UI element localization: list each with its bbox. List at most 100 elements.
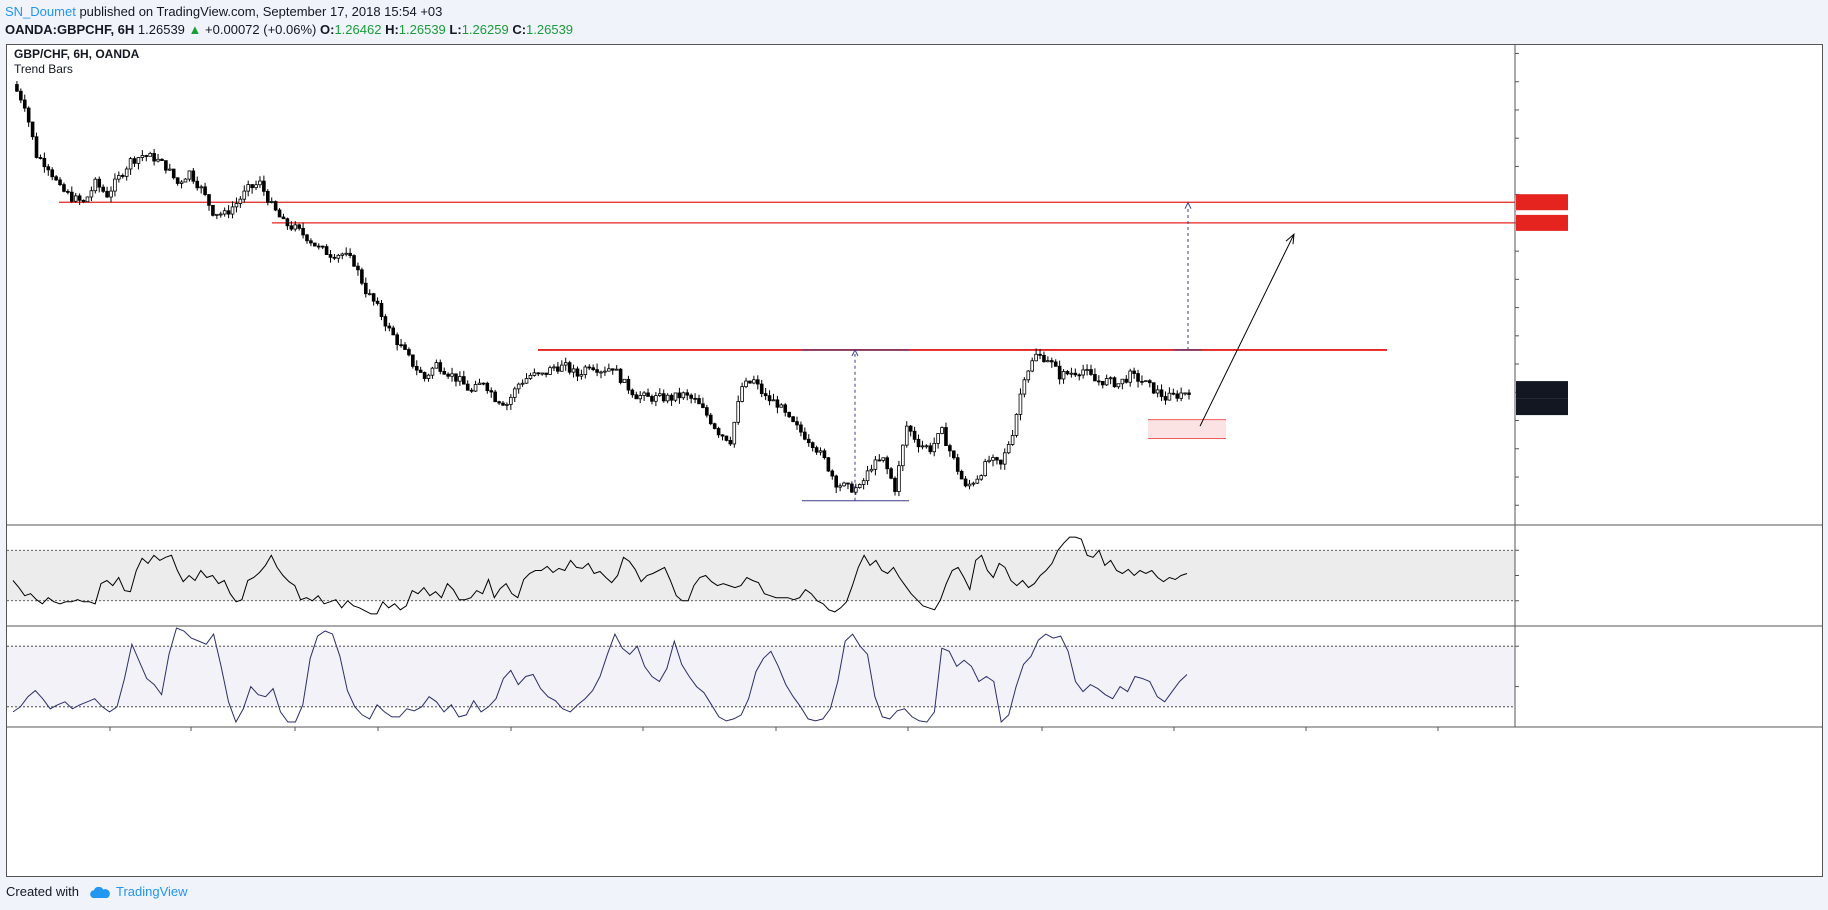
candle-up [128, 158, 133, 170]
price-label-box [1516, 398, 1568, 416]
candle-up [1167, 392, 1172, 401]
candle-up [665, 394, 670, 402]
candle-up [1120, 378, 1125, 385]
candle-down [630, 389, 635, 396]
candle-up [638, 395, 642, 400]
candle-down [810, 442, 815, 449]
candle-down [697, 398, 701, 405]
price-label-box [1516, 381, 1568, 399]
author-link[interactable]: SN_Doumet [5, 4, 76, 19]
candle-up [222, 210, 227, 215]
candle-up [509, 396, 513, 405]
candle-up [1022, 379, 1027, 395]
candle-up [654, 395, 658, 402]
candle-down [81, 199, 86, 203]
candle-down [297, 224, 301, 229]
candle-down [995, 457, 999, 461]
candle-up [512, 388, 517, 398]
candle-up [458, 376, 462, 382]
candle-up [1034, 353, 1038, 362]
footer: Created with TradingView [6, 884, 188, 899]
candle-down [42, 157, 47, 168]
candle-down [767, 395, 772, 402]
created-with-text: Created with [6, 884, 79, 899]
tradingview-link[interactable]: TradingView [116, 884, 188, 899]
candle-up [854, 487, 858, 493]
price-label-box [1516, 214, 1568, 231]
high-label: H: [385, 22, 399, 37]
candle-up [897, 465, 901, 492]
close-label: C: [512, 22, 527, 37]
candle-down [501, 402, 505, 406]
candle-down [395, 334, 399, 346]
candle-up [1128, 370, 1133, 383]
candle-up [450, 373, 454, 377]
candle-down [1159, 389, 1164, 397]
candle-up [744, 380, 748, 388]
candle-down [1065, 371, 1070, 375]
candle-down [360, 269, 364, 284]
candle-down [791, 416, 795, 422]
candle-down [806, 438, 811, 444]
candle-up [1081, 369, 1085, 376]
open-value: 1.26462 [334, 22, 382, 37]
candle-up [136, 157, 141, 164]
candle-up [218, 213, 223, 216]
candle-up [473, 384, 478, 392]
candle-up [1061, 371, 1066, 380]
candle-up [865, 470, 870, 482]
candle-up [367, 293, 372, 296]
candle-down [826, 457, 831, 472]
candle-up [932, 442, 936, 453]
candle-down [716, 428, 721, 436]
candle-down [756, 379, 760, 385]
candle-down [438, 362, 443, 372]
candle-up [148, 153, 153, 157]
candle-down [575, 368, 580, 377]
candle-up [838, 485, 842, 488]
last-price: 1.26539 [137, 22, 185, 37]
candle-up [681, 392, 686, 399]
candle-down [1057, 365, 1062, 380]
candle-down [948, 445, 952, 452]
candle-down [277, 209, 282, 218]
candle-down [411, 354, 415, 367]
candle-up [771, 399, 776, 402]
candle-down [418, 369, 423, 373]
candle-up [1002, 452, 1007, 465]
candle-down [160, 158, 164, 162]
chart-frame[interactable]: GBP/CHF, 6H, OANDA Trend Bars [6, 44, 1823, 877]
candle-down [348, 252, 352, 256]
close-value: 1.26539 [526, 22, 574, 37]
chart-canvas[interactable]: GBP/CHF, 6H, OANDA Trend Bars [7, 45, 1822, 876]
candle-up [430, 367, 435, 376]
candle-up [336, 254, 341, 259]
candle-up [936, 433, 940, 444]
candle-up [1026, 370, 1031, 381]
candle-down [952, 450, 956, 459]
candle-up [117, 175, 121, 180]
candle-down [712, 423, 717, 429]
candle-down [289, 225, 294, 230]
candle-up [187, 170, 192, 180]
candle-up [230, 206, 235, 215]
candle-down [332, 256, 337, 259]
candle-up [532, 372, 537, 376]
candle-up [1085, 369, 1089, 371]
candle-down [799, 424, 803, 433]
candle-down [352, 255, 356, 267]
stoch-line [12, 627, 1188, 724]
candle-down [132, 158, 137, 164]
candle-down [485, 382, 490, 392]
candle-up [254, 184, 258, 189]
candle-down [705, 407, 709, 416]
candle-down [58, 179, 62, 186]
candle-down [693, 397, 697, 400]
candle-up [552, 366, 556, 369]
rsi-band [7, 550, 1515, 601]
candle-up [215, 213, 219, 216]
candle-down [324, 246, 329, 255]
candle-down [850, 483, 854, 493]
low-value: 1.26259 [461, 22, 509, 37]
candle-up [560, 364, 564, 372]
